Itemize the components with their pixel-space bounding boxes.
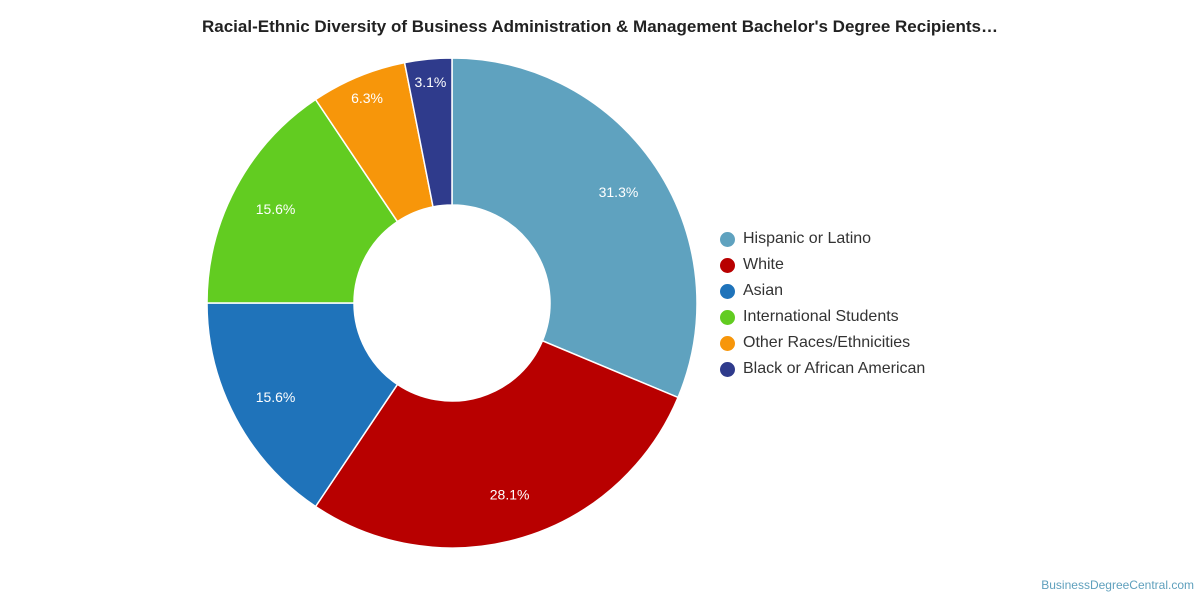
legend-label-white: White	[743, 256, 784, 273]
legend-item-black-or-african-american[interactable]: Black or African American	[720, 356, 925, 382]
legend-label-other-races-ethnicities: Other Races/Ethnicities	[743, 334, 911, 351]
legend-item-asian[interactable]: Asian	[720, 278, 925, 304]
legend-swatch-white	[720, 257, 735, 273]
source-credit[interactable]: BusinessDegreeCentral.com	[1041, 578, 1194, 592]
legend-swatch-other-races-ethnicities	[720, 335, 735, 351]
slice-hispanic-or-latino[interactable]	[451, 57, 698, 399]
data-label-hispanic-or-latino: 31.3%	[599, 184, 639, 200]
data-label-asian: 15.6%	[256, 389, 296, 405]
legend-item-white[interactable]: White	[720, 252, 925, 278]
slice-white[interactable]	[314, 339, 680, 549]
legend-label-international-students: International Students	[743, 308, 899, 325]
chart-title: Racial-Ethnic Diversity of Business Admi…	[201, 17, 998, 36]
data-label-white: 28.1%	[490, 487, 530, 503]
slice-black-or-african-american[interactable]	[403, 57, 453, 208]
legend-label-hispanic-or-latino: Hispanic or Latino	[743, 230, 872, 247]
legend-swatch-black-or-african-american	[720, 361, 735, 377]
legend-item-other-races-ethnicities[interactable]: Other Races/Ethnicities	[720, 330, 925, 356]
legend-label-black-or-african-american: Black or African American	[743, 360, 926, 377]
data-label-other-races-ethnicities: 6.3%	[351, 90, 383, 106]
legend: Hispanic or Latino White Asian Internationa…	[720, 226, 925, 382]
slice-asian[interactable]	[206, 302, 399, 508]
legend-label-asian: Asian	[743, 282, 784, 299]
legend-swatch-hispanic-or-latino	[720, 231, 735, 247]
data-label-international-students: 15.6%	[256, 201, 296, 217]
data-label-black-or-african-american: 3.1%	[414, 74, 446, 90]
legend-swatch-asian	[720, 283, 735, 299]
legend-swatch-international-students	[720, 309, 735, 325]
legend-item-hispanic-or-latino[interactable]: Hispanic or Latino	[720, 226, 925, 252]
slice-international-students[interactable]	[206, 98, 399, 304]
legend-item-international-students[interactable]: International Students	[720, 304, 925, 330]
